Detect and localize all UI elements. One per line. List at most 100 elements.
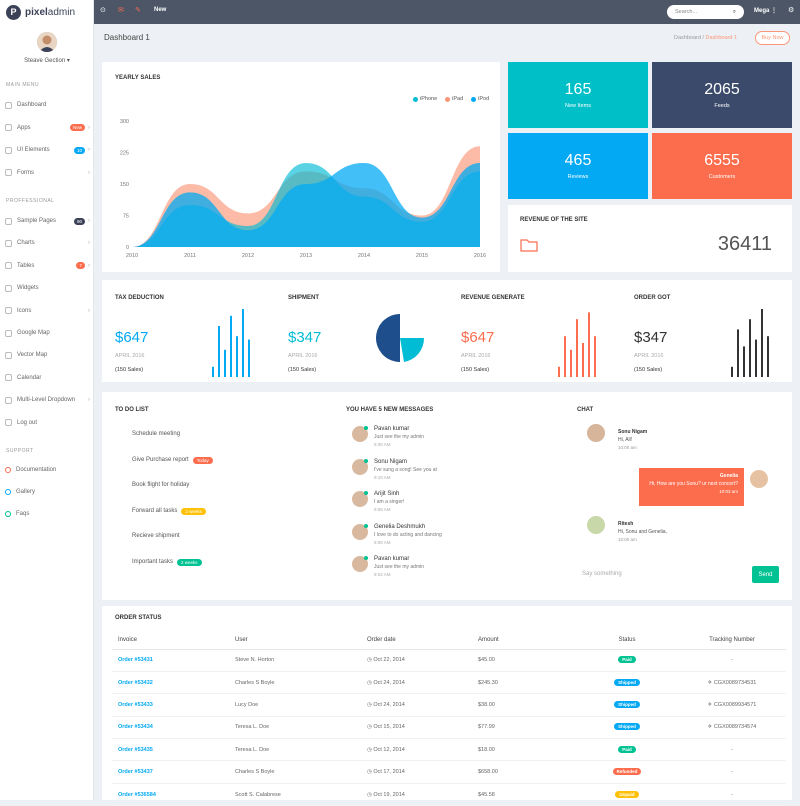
message-time: 9:08 AM — [374, 539, 391, 545]
message-sender: Pavan kumar — [374, 556, 410, 562]
settings-icon[interactable]: ⚙ — [788, 7, 795, 14]
sidebar-item-badge: 7 — [76, 262, 85, 270]
sidebar-item-charts[interactable]: Charts › — [5, 237, 90, 249]
sidebar-item-icon — [5, 169, 12, 176]
clock-icon: ◷ — [367, 724, 374, 731]
sidebar-item-badge: New — [69, 124, 85, 131]
search-box[interactable]: Search... ⌕ — [667, 5, 744, 19]
y-tick-label: 0 — [126, 245, 129, 251]
todo-item[interactable]: Give Purchase report Today — [132, 456, 213, 464]
todo-item[interactable]: Schedule meeting — [132, 431, 180, 437]
revenue-value: 36411 — [717, 233, 772, 255]
sidebar-item-dashboard[interactable]: Dashboard — [5, 99, 90, 111]
todo-item[interactable]: Book flight for holiday — [132, 482, 189, 488]
chevron-right-icon: › — [88, 218, 90, 224]
tracking-cell: - — [678, 760, 786, 784]
sidebar-section-title: SUPPORT — [6, 448, 34, 454]
mail-icon[interactable]: ✉ — [118, 7, 124, 14]
invoice-link[interactable]: Order #53435 — [112, 738, 229, 762]
menu-toggle-icon[interactable]: ⊙ — [100, 7, 106, 14]
message-avatar — [352, 458, 368, 475]
sidebar-item-icons[interactable]: Icons › — [5, 305, 90, 317]
sidebar-item-calendar[interactable]: Calendar — [5, 372, 90, 384]
sidebar-item-multi-level-dropdown[interactable]: Multi-Level Dropdown › — [5, 394, 90, 406]
user-avatar[interactable] — [37, 32, 57, 52]
sidebar-item-apps[interactable]: Apps New › — [5, 122, 90, 134]
mini-bar-chart — [731, 309, 769, 377]
breadcrumb-home[interactable]: Dashboard — [674, 35, 701, 41]
order-date-cell: ◷ Oct 17, 2014 — [361, 760, 472, 784]
x-tick-label: 2013 — [300, 253, 312, 259]
sidebar-item-label: Widgets — [17, 285, 39, 292]
invoice-link[interactable]: Order #53433 — [112, 693, 229, 717]
order-status-cell: Paid — [576, 649, 678, 672]
sidebar-item-google-map[interactable]: Google Map — [5, 327, 90, 339]
notification-icon[interactable]: ✎ — [135, 7, 141, 14]
mini-stat-sales: (150 Sales) — [288, 367, 317, 373]
logo[interactable]: P pixeladmin — [6, 3, 75, 21]
order-date-cell: ◷ Oct 15, 2014 — [361, 716, 472, 740]
order-amount: $38.00 — [472, 693, 576, 717]
message-sender: Arijit Sinh — [374, 491, 400, 497]
status-badge: Shipped — [614, 700, 640, 708]
sidebar-item-ui-elements[interactable]: UI Elements 10 › — [5, 144, 90, 156]
status-badge: Shipped — [614, 678, 640, 686]
sidebar-item-sample-pages[interactable]: Sample Pages 90 › — [5, 215, 90, 227]
todo-text: Forward all tasks — [132, 508, 178, 514]
invoice-link[interactable]: Order #53437 — [112, 760, 229, 784]
mega-menu[interactable]: Mega ⋮ — [754, 8, 778, 14]
message-item[interactable]: Arijit Sinh I am a singer! 9:08 AM — [352, 491, 404, 512]
search-icon[interactable]: ⌕ — [732, 8, 736, 15]
sidebar-item-forms[interactable]: Forms › — [5, 167, 90, 179]
message-item[interactable]: Sonu Nigam I've sung a song! See you at 9:… — [352, 458, 437, 480]
chat-time: 10:00 am — [618, 445, 637, 450]
sidebar-item-gallery[interactable]: Gallery — [5, 486, 90, 498]
sidebar-item-faqs[interactable]: Faqs — [5, 508, 90, 520]
sidebar-item-badge: 90 — [73, 217, 85, 225]
revenue-title: REVENUE OF THE SITE — [520, 217, 588, 223]
sidebar-item-widgets[interactable]: Widgets — [5, 282, 90, 294]
sidebar-item-tables[interactable]: Tables 7 › — [5, 260, 90, 272]
invoice-link[interactable]: Order #53434 — [112, 716, 229, 740]
send-button[interactable]: Send — [752, 566, 779, 583]
x-tick-label: 2015 — [416, 253, 428, 259]
invoice-link[interactable]: Order #53431 — [112, 649, 229, 672]
user-name-dropdown[interactable]: Steave Gection ▾ — [24, 58, 70, 64]
mini-bar-chart — [212, 309, 250, 377]
order-date: Oct 17, 2014 — [373, 769, 405, 776]
sidebar-item-vector-map[interactable]: Vector Map — [5, 349, 90, 361]
mini-bar-chart — [558, 312, 596, 377]
todo-item[interactable]: Forward all tasks 2 weeks — [132, 507, 206, 515]
chat-input[interactable]: Say something — [582, 571, 622, 577]
mega-label: Mega — [754, 8, 770, 14]
shipment-pie-chart — [376, 314, 425, 362]
invoice-link[interactable]: Order #536584 — [112, 783, 229, 806]
page-header: Dashboard 1 Dashboard / Dashboard 1 Buy … — [94, 24, 800, 54]
mini-bar — [230, 315, 232, 377]
sidebar-item-label: Icons — [17, 307, 32, 314]
search-input[interactable]: Search... — [675, 9, 698, 15]
tracking-number: CGX0089734574 — [713, 724, 757, 731]
legend-iphone-swatch — [413, 96, 418, 102]
sidebar-item-icon — [5, 284, 12, 292]
message-item[interactable]: Pavan kumar Just see the my admin 9:02 AM — [352, 556, 424, 577]
message-item[interactable]: Genelia Deshmukh I love to do acting and … — [352, 523, 442, 545]
todo-item[interactable]: Recieve shipment — [132, 533, 180, 539]
sidebar-item-label: Vector Map — [17, 352, 48, 359]
legend-ipad: iPad — [452, 96, 464, 102]
user-name: Steave Gection — [24, 58, 66, 64]
order-user: Lucy Doe — [229, 693, 361, 717]
message-item[interactable]: Pavan kumar Just see the my admin 9:30 AM — [352, 426, 424, 447]
mini-stat-value: $347 — [288, 329, 322, 346]
invoice-link[interactable]: Order #53432 — [112, 671, 229, 695]
todo-item[interactable]: Important tasks 2 weeks — [132, 558, 202, 566]
order-date-cell: ◷ Oct 19, 2014 — [361, 783, 472, 806]
tracking-number: CGX0089734531 — [713, 679, 757, 686]
sidebar-item-log-out[interactable]: Log out — [5, 417, 90, 429]
legend-item: iPod — [471, 96, 489, 102]
buy-now-button[interactable]: Buy Now — [755, 31, 790, 45]
mini-stat-value: $347 — [634, 329, 668, 346]
sidebar-item-documentation[interactable]: Documentation — [5, 464, 90, 476]
legend-ipod-swatch — [471, 96, 477, 102]
new-menu[interactable]: New — [154, 7, 167, 13]
